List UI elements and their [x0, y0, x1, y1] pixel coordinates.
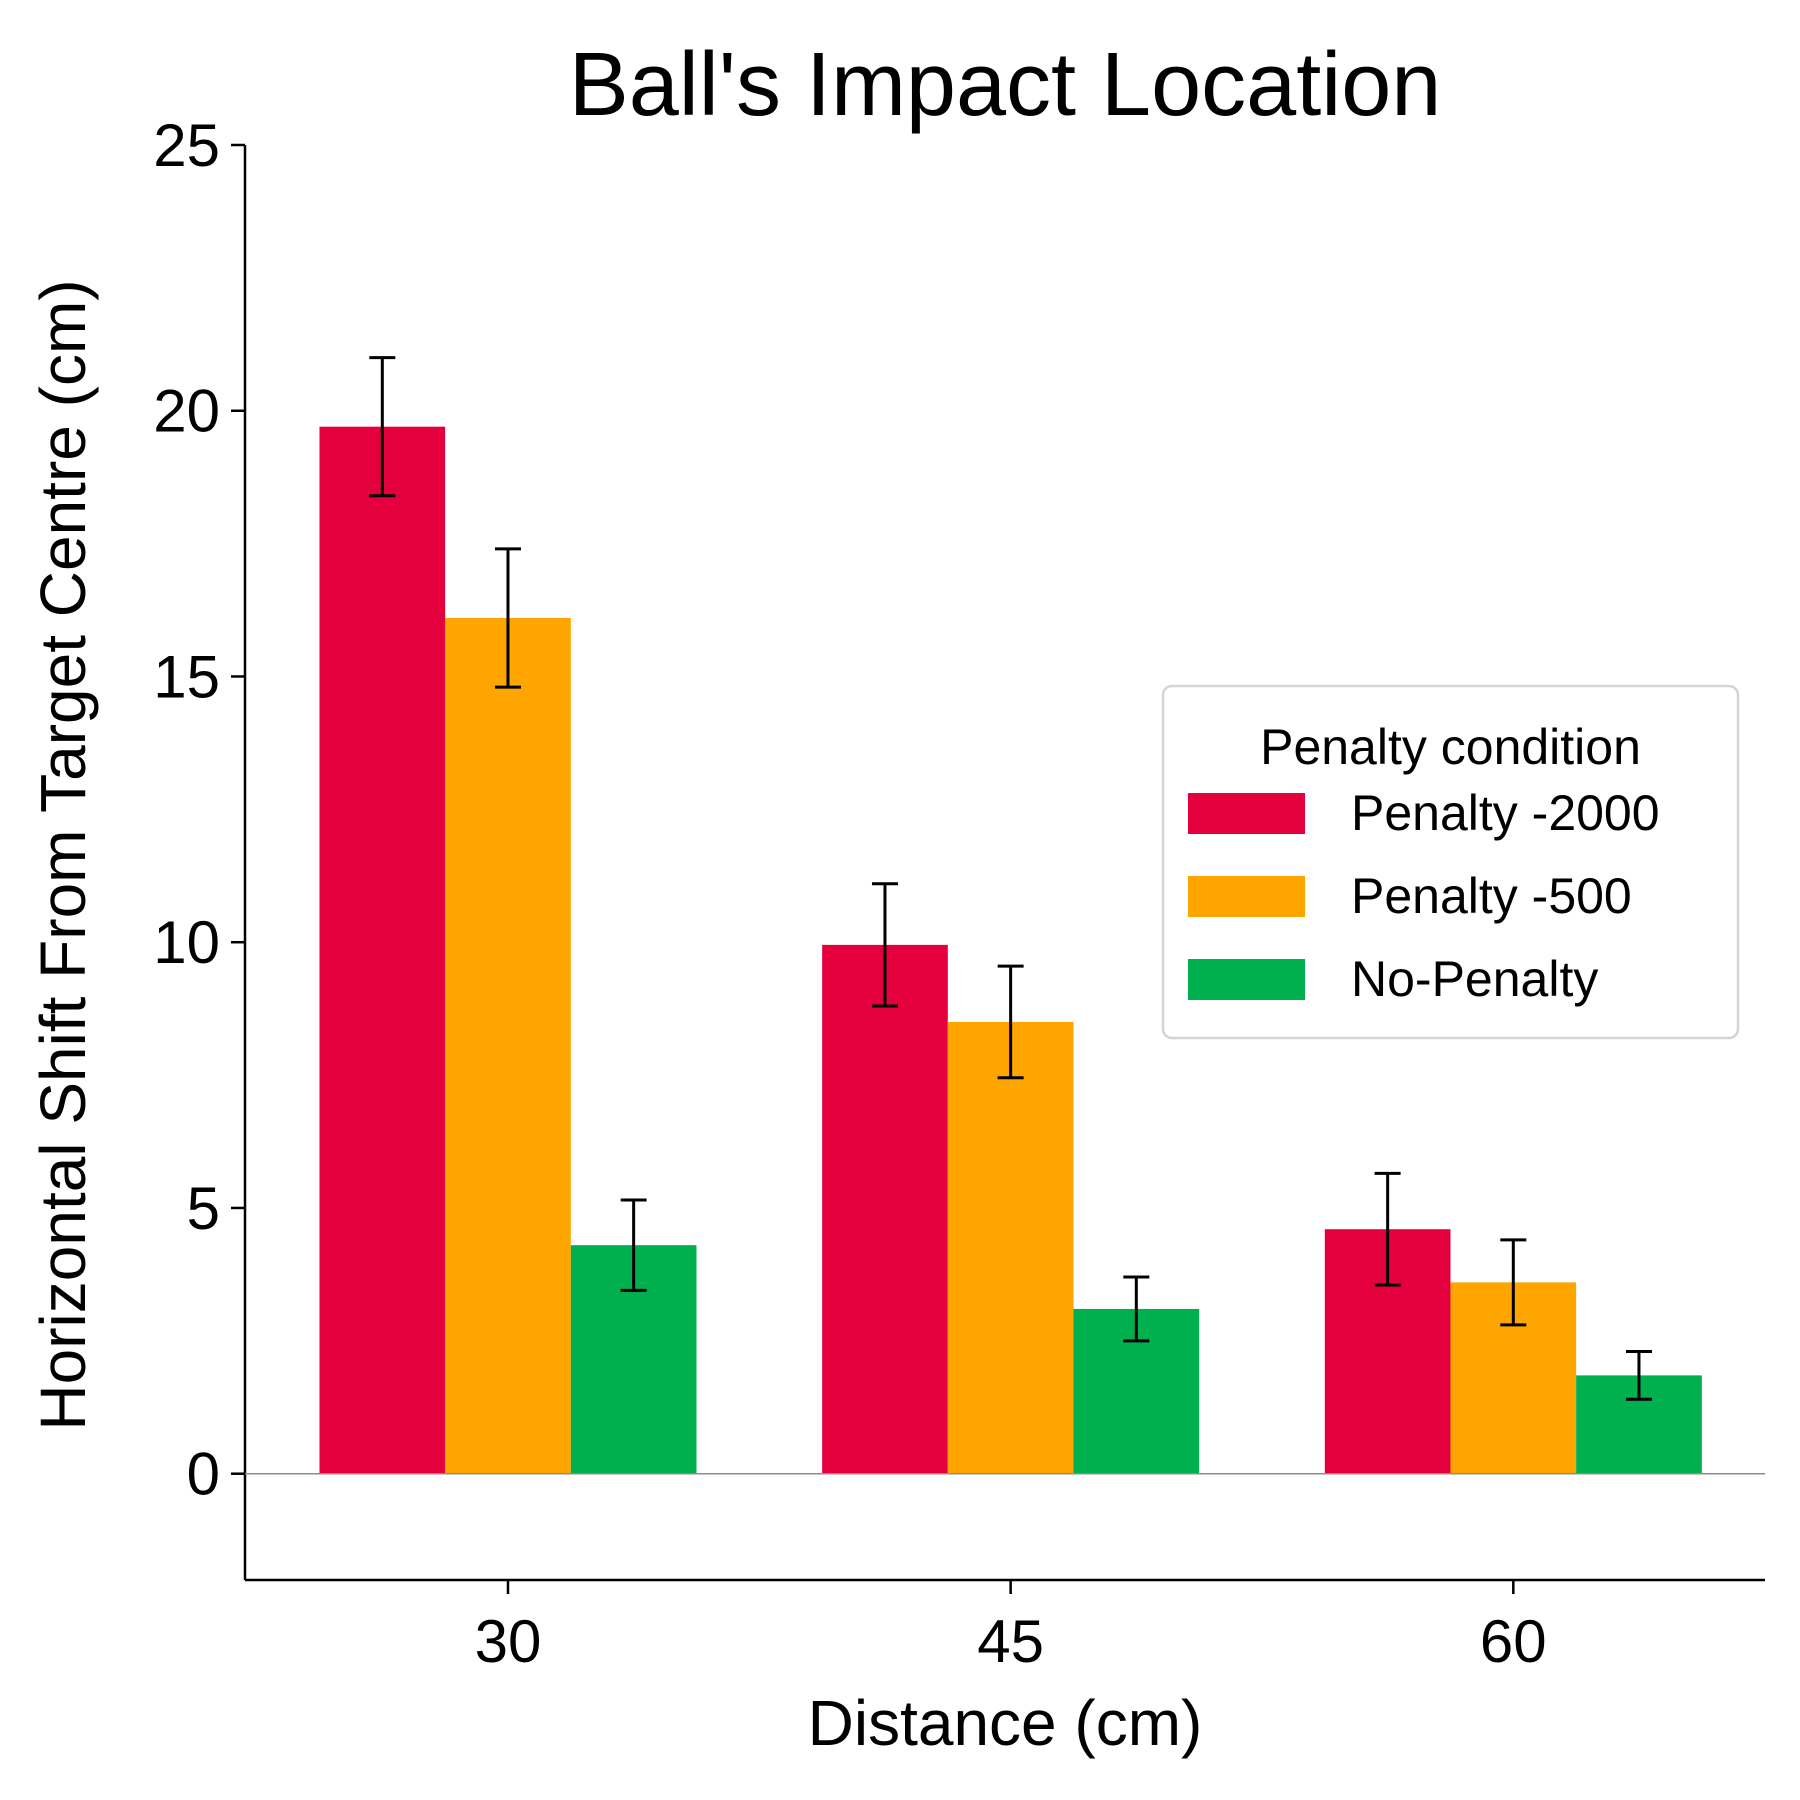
legend-title: Penalty condition: [1260, 719, 1641, 775]
legend-swatch: [1188, 959, 1305, 1000]
x-tick-label: 45: [977, 1608, 1044, 1675]
legend: Penalty condition Penalty -2000 Penalty -5…: [1161, 684, 1740, 1040]
legend-label: Penalty -2000: [1351, 785, 1660, 841]
y-tick-label: 15: [153, 643, 220, 710]
legend-label: Penalty -500: [1351, 868, 1632, 924]
y-axis-label: Horizontal Shift From Target Centre (cm): [27, 279, 99, 1430]
y-tick-label: 20: [153, 378, 220, 445]
legend-swatch: [1188, 876, 1305, 917]
y-tick-label: 10: [153, 909, 220, 976]
x-axis-label: Distance (cm): [808, 1687, 1203, 1759]
plot-area: 0 5 10 15 20 25 30 45 60: [153, 112, 1765, 1675]
x-tick-label: 60: [1480, 1608, 1547, 1675]
y-tick-label: 0: [187, 1441, 220, 1508]
legend-label: No-Penalty: [1351, 951, 1598, 1007]
bar: [319, 426, 446, 1474]
y-tick-label: 5: [187, 1175, 220, 1242]
legend-swatch: [1188, 793, 1305, 834]
bar: [445, 618, 571, 1474]
y-tick-label: 25: [153, 112, 220, 179]
chart-title: Ball's Impact Location: [569, 35, 1442, 135]
bar: [947, 1021, 1074, 1474]
bar: [822, 944, 948, 1474]
x-tick-label: 30: [475, 1608, 542, 1675]
legend-frame: [1161, 684, 1740, 1040]
